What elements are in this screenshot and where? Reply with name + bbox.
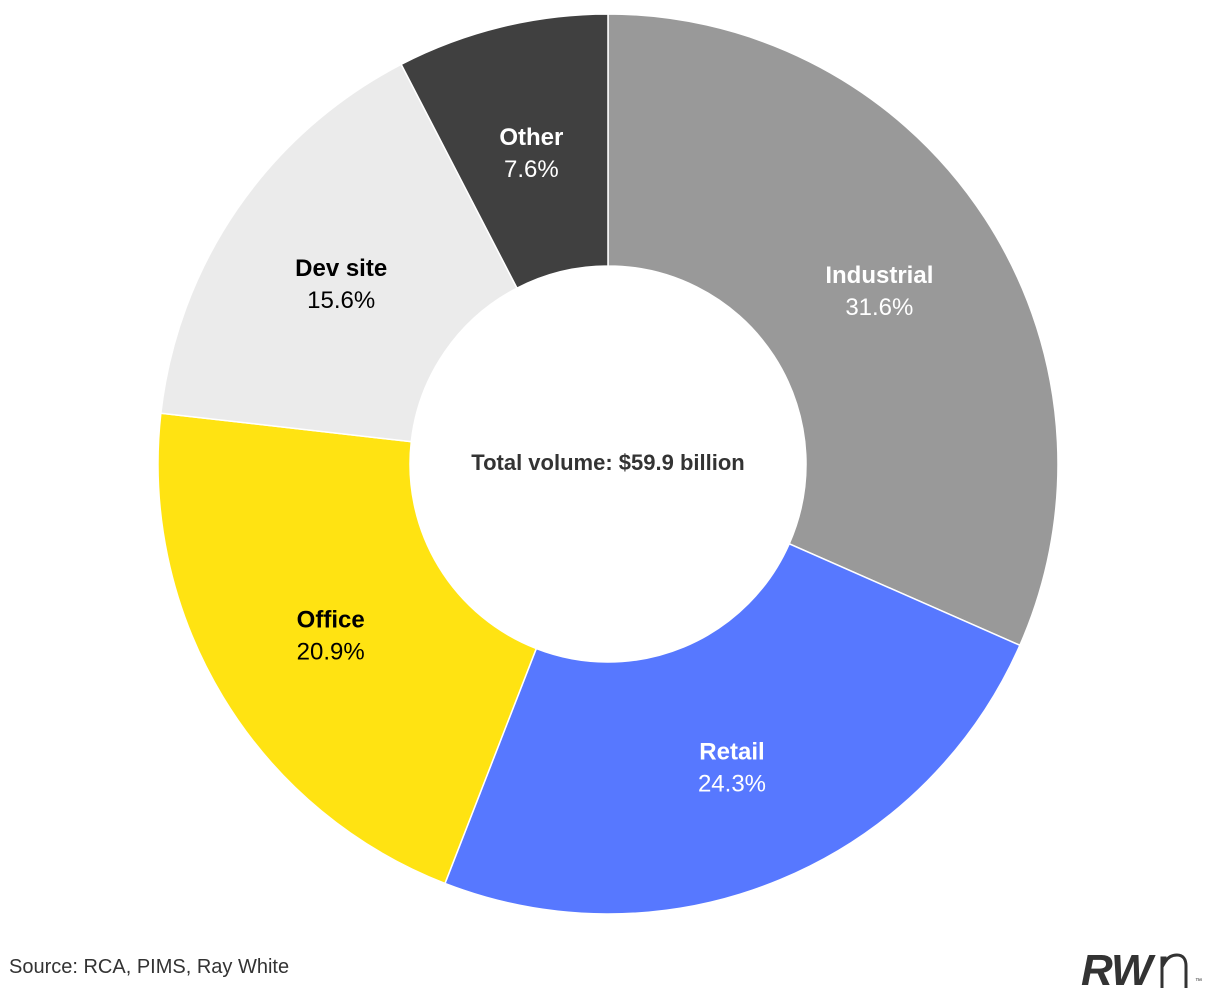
slice-industrial bbox=[607, 13, 1059, 647]
source-note: Source: RCA, PIMS, Ray White bbox=[9, 956, 290, 978]
slices-group bbox=[157, 13, 1059, 915]
logo-n-icon bbox=[1160, 953, 1188, 988]
slice-value-dev-site: 15.6% bbox=[307, 287, 375, 314]
slice-value-other: 7.6% bbox=[504, 156, 559, 183]
donut-chart: Industrial 31.6% Retail 24.3% Office 20.9% Dev… bbox=[157, 13, 1059, 915]
slice-other bbox=[400, 13, 609, 290]
slice-retail bbox=[444, 542, 1021, 915]
center-total-label: Total volume: $59.9 billion bbox=[471, 450, 744, 475]
labels-group: Industrial 31.6% Retail 24.3% Office 20.9% Dev… bbox=[295, 124, 933, 797]
logo-trademark: ™ bbox=[1195, 978, 1202, 985]
slice-label-other: Other bbox=[499, 124, 563, 151]
slice-value-retail: 24.3% bbox=[698, 770, 766, 797]
slice-label-retail: Retail bbox=[699, 738, 764, 765]
slice-label-office: Office bbox=[297, 607, 365, 634]
slice-label-industrial: Industrial bbox=[825, 262, 933, 289]
logo-wordmark: RW bbox=[1081, 946, 1153, 995]
slice-office bbox=[157, 412, 538, 885]
ray-white-logo: RW ™ bbox=[1081, 946, 1211, 1000]
slice-dev-site bbox=[160, 63, 519, 443]
slice-value-industrial: 31.6% bbox=[845, 294, 913, 321]
slice-label-dev-site: Dev site bbox=[295, 255, 387, 282]
slice-value-office: 20.9% bbox=[297, 639, 365, 666]
